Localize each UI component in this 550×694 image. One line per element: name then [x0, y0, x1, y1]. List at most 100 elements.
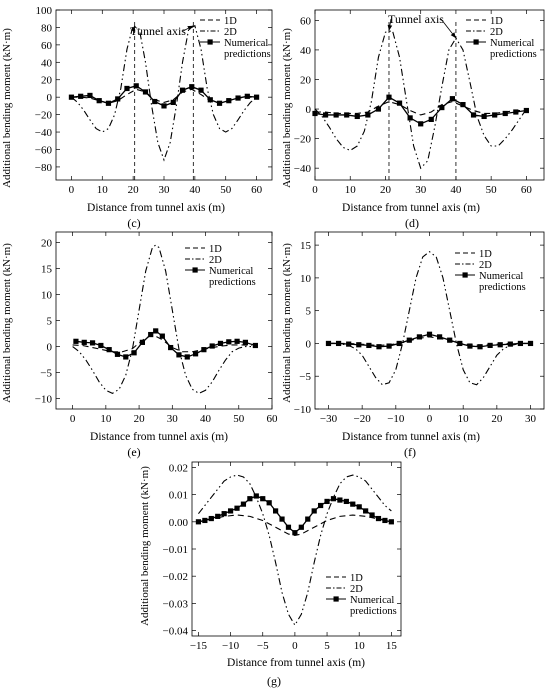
data-marker-g-8: [247, 496, 253, 502]
data-marker-d-16: [481, 113, 487, 120]
data-marker-e-22: [252, 342, 258, 349]
panel-e-caption: (e): [127, 445, 140, 459]
x-tick-label-d-0: 0: [312, 184, 318, 196]
x-tick-label-c-5: 50: [220, 184, 232, 196]
data-marker-c-14: [198, 87, 204, 93]
x-tick-label-c-6: 60: [251, 184, 263, 196]
x-tick-label-d-5: 50: [486, 184, 498, 196]
y-tick-label-e-5: 15: [41, 263, 53, 275]
x-tick-label-c-0: 0: [69, 184, 75, 196]
data-marker-f-16: [487, 342, 493, 349]
x-tick-label-e-2: 20: [134, 413, 146, 425]
data-marker-g-19: [318, 502, 324, 509]
x-tick-label-f-0: −30: [320, 413, 338, 425]
data-marker-g-1: [202, 517, 208, 524]
x-tick-label-e-1: 10: [100, 413, 112, 425]
legend-marker-g: [333, 596, 339, 602]
data-marker-d-14: [460, 102, 466, 108]
data-marker-c-6: [124, 85, 130, 92]
x-tick-label-e-6: 60: [267, 413, 279, 425]
y-tick-label-f-3: 5: [306, 306, 312, 318]
data-marker-d-19: [513, 109, 519, 115]
x-tick-label-f-3: 0: [427, 413, 433, 425]
data-marker-d-18: [502, 110, 508, 117]
panel-c: Additional bending moment (kN·m) Distanc…: [1, 5, 273, 230]
data-marker-g-3: [215, 513, 221, 519]
data-marker-f-0: [325, 340, 332, 347]
data-marker-c-19: [244, 93, 250, 99]
data-marker-d-9: [407, 115, 413, 121]
x-tick-label-g-5: 10: [354, 640, 366, 652]
data-marker-g-28: [375, 515, 382, 522]
annotation-arrowhead-d-0: [387, 24, 393, 31]
panel-d-xlabel: Distance from tunnel axis (m): [342, 202, 480, 214]
panel-d-caption: (d): [405, 216, 419, 230]
x-tick-label-e-4: 40: [200, 413, 212, 425]
y-tick-label-c-4: 0: [47, 92, 53, 104]
legend-label-d-1: 2D: [490, 27, 503, 38]
y-tick-label-g-0: −0.04: [163, 626, 189, 638]
data-marker-c-10: [161, 103, 167, 109]
x-tick-label-c-1: 10: [97, 184, 109, 196]
data-marker-e-7: [131, 350, 137, 356]
data-marker-g-9: [253, 493, 259, 499]
data-marker-g-21: [330, 496, 337, 502]
y-tick-label-e-0: −10: [35, 394, 53, 406]
data-marker-g-23: [343, 498, 349, 505]
x-tick-label-e-0: 0: [70, 413, 76, 425]
data-marker-f-2: [346, 341, 352, 347]
data-marker-g-12: [273, 508, 279, 514]
y-tick-label-e-6: 20: [41, 237, 53, 249]
data-marker-e-12: [168, 344, 174, 351]
data-marker-d-1: [322, 112, 329, 118]
panel-d: Additional bending moment (kN·m) Distanc…: [281, 9, 545, 230]
legend-label-e-2: Numerical predictions: [209, 266, 256, 288]
data-marker-g-18: [311, 508, 317, 514]
data-marker-e-21: [242, 339, 249, 345]
data-marker-g-0: [195, 519, 202, 525]
y-tick-label-f-0: −10: [294, 404, 312, 416]
data-marker-d-6: [375, 106, 382, 112]
data-marker-e-19: [226, 339, 232, 345]
x-tick-label-f-2: −10: [387, 413, 405, 425]
x-tick-label-d-3: 30: [415, 184, 427, 196]
series-line-d-0: [315, 101, 527, 116]
panel-g-caption: (g): [267, 674, 281, 688]
series-line-d-2: [314, 96, 527, 125]
data-marker-g-10: [260, 496, 266, 502]
y-tick-label-c-7: 60: [41, 40, 53, 52]
data-marker-d-0: [312, 110, 318, 117]
x-tick-label-f-1: −20: [354, 413, 372, 425]
series-line-g-0: [198, 514, 392, 536]
data-marker-f-4: [366, 342, 372, 349]
data-marker-g-30: [388, 519, 394, 525]
y-tick-label-g-6: 0.02: [169, 462, 188, 474]
data-marker-e-14: [184, 354, 190, 360]
data-marker-c-2: [87, 92, 93, 99]
y-tick-label-c-8: 80: [41, 22, 53, 34]
annotation-arrowhead-d-1: [450, 32, 456, 39]
data-marker-c-18: [235, 95, 241, 101]
data-marker-d-7: [386, 94, 392, 100]
data-marker-e-6: [123, 354, 129, 360]
y-tick-label-f-4: 10: [300, 273, 312, 285]
y-tick-label-c-0: −80: [35, 162, 53, 174]
legend-label-c-0: 1D: [224, 16, 237, 27]
data-marker-e-10: [153, 328, 159, 334]
data-marker-f-17: [497, 342, 503, 348]
panel-c-ylabel: Additional bending moment (kN·m): [1, 28, 13, 188]
data-marker-f-20: [527, 340, 534, 347]
data-marker-d-8: [396, 100, 403, 106]
x-tick-label-d-1: 10: [345, 184, 357, 196]
x-tick-label-c-3: 30: [159, 184, 171, 196]
series-line-f-0: [328, 336, 531, 346]
x-tick-label-c-2: 20: [128, 184, 140, 196]
data-marker-c-4: [105, 100, 112, 106]
data-marker-e-9: [148, 331, 154, 338]
x-tick-label-g-4: 5: [324, 640, 330, 652]
series-line-c-1: [71, 24, 257, 162]
y-tick-label-c-9: 100: [36, 5, 53, 17]
series-line-f-1: [328, 250, 531, 386]
plot-frame-d: [314, 9, 545, 181]
data-marker-g-29: [382, 517, 388, 524]
